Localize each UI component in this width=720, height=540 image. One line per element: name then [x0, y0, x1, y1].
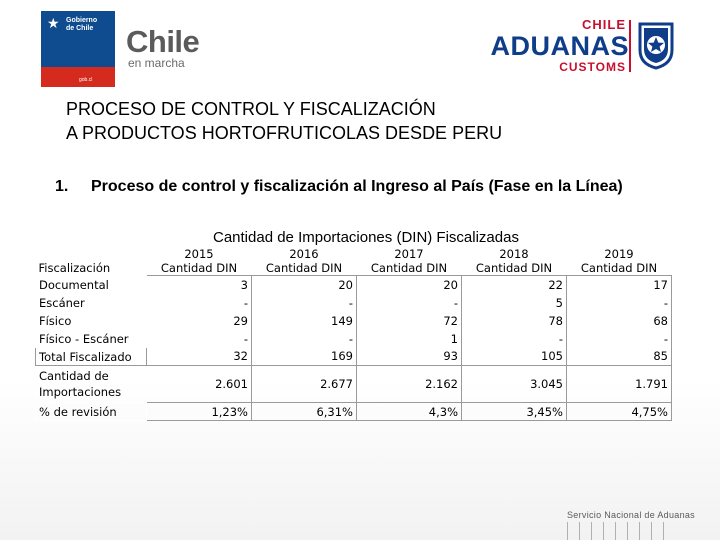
- cell: 4,75%: [566, 402, 672, 421]
- table-row: Físico - Escáner - - 1 - -: [35, 329, 672, 348]
- footer-text: Servicio Nacional de Aduanas: [567, 510, 695, 520]
- table-row: Escáner - - - 5 -: [35, 293, 672, 312]
- customs-badge-icon: [638, 22, 674, 70]
- section-text: Proceso de control y fiscalización al In…: [91, 178, 623, 195]
- cell: 5: [461, 293, 567, 312]
- table-header-row: Fiscalización 2015 Cantidad DIN 2016 Canti…: [36, 247, 672, 276]
- unit: Cantidad DIN: [265, 261, 343, 275]
- footer-decoration: [567, 522, 671, 540]
- page-title: PROCESO DE CONTROL Y FISCALIZACIÓN A PRO…: [66, 97, 502, 145]
- row-label: % de revisión: [35, 402, 147, 421]
- unit: Cantidad DIN: [160, 261, 238, 275]
- year-header: 2018 Cantidad DIN: [462, 247, 567, 276]
- aduanas-logo: CHILE ADUANAS CUSTOMS: [476, 17, 631, 74]
- cell: -: [146, 329, 252, 348]
- gobierno-de-chile-logo: ★ Gobierno de Chile gob.cl: [41, 11, 115, 87]
- cell: -: [566, 293, 672, 312]
- cell: 2.601: [146, 365, 252, 403]
- cell: 105: [461, 347, 567, 366]
- title-line1: PROCESO DE CONTROL Y FISCALIZACIÓN: [66, 99, 436, 119]
- unit: Cantidad DIN: [370, 261, 448, 275]
- cell: 1,23%: [146, 402, 252, 421]
- cell: -: [146, 293, 252, 312]
- chile-en-marcha-brand: Chile en marcha: [126, 24, 200, 70]
- cell: 2.677: [251, 365, 357, 403]
- cell: 93: [356, 347, 462, 366]
- year-header: 2019 Cantidad DIN: [567, 247, 672, 276]
- cell: 4,3%: [356, 402, 462, 421]
- cell: 1: [356, 329, 462, 348]
- logo-tag: gob.cl: [79, 77, 93, 83]
- year: 2016: [289, 247, 319, 261]
- year-header: 2015 Cantidad DIN: [147, 247, 252, 276]
- cell: 32: [146, 347, 252, 366]
- cell: 3.045: [461, 365, 567, 403]
- row-label: Total Fiscalizado: [35, 347, 147, 366]
- star-icon: ★: [47, 15, 60, 31]
- cell: 72: [356, 311, 462, 330]
- year: 2018: [499, 247, 529, 261]
- logo-red-field: [41, 67, 115, 87]
- table-row: Cantidad de Importaciones 2.601 2.677 2.…: [35, 365, 672, 403]
- cell: 20: [356, 275, 462, 294]
- brand-small: en marcha: [128, 56, 185, 70]
- cell: 3,45%: [461, 402, 567, 421]
- row-label: Físico: [35, 311, 147, 330]
- cell: 85: [566, 347, 672, 366]
- cell: -: [356, 293, 462, 312]
- cell: 20: [251, 275, 357, 294]
- row-label: Físico - Escáner: [35, 329, 147, 348]
- logo-line2: de Chile: [66, 25, 94, 32]
- row-label: Documental: [35, 275, 147, 294]
- cell: 17: [566, 275, 672, 294]
- cell: 2.162: [356, 365, 462, 403]
- year-header: 2016 Cantidad DIN: [252, 247, 357, 276]
- aduanas-divider: [629, 20, 631, 72]
- aduanas-line3: CUSTOMS: [559, 60, 626, 74]
- unit: Cantidad DIN: [475, 261, 553, 275]
- logo-blue-field: [41, 11, 115, 67]
- row-label: Cantidad de Importaciones: [35, 365, 147, 403]
- cell: 68: [566, 311, 672, 330]
- cell: 78: [461, 311, 567, 330]
- logo-line1: Gobierno: [66, 17, 98, 24]
- table-row: Total Fiscalizado 32 169 93 105 85: [35, 347, 672, 366]
- cell: 169: [251, 347, 357, 366]
- year-header: 2017 Cantidad DIN: [357, 247, 462, 276]
- cell: -: [461, 329, 567, 348]
- unit: Cantidad DIN: [580, 261, 658, 275]
- cell: 6,31%: [251, 402, 357, 421]
- year: 2015: [184, 247, 214, 261]
- cell: 3: [146, 275, 252, 294]
- cell: 29: [146, 311, 252, 330]
- title-line2: A PRODUCTOS HORTOFRUTICOLAS DESDE PERU: [66, 123, 503, 143]
- cell: -: [566, 329, 672, 348]
- aduanas-line1: CHILE: [582, 17, 626, 32]
- cell: -: [251, 293, 357, 312]
- brand-big: Chile: [126, 24, 200, 59]
- inspection-table: Fiscalización 2015 Cantidad DIN 2016 Canti…: [35, 247, 672, 421]
- year: 2019: [604, 247, 634, 261]
- cell: 22: [461, 275, 567, 294]
- table-row: Físico 29 149 72 78 68: [35, 311, 672, 330]
- table-caption: Cantidad de Importaciones (DIN) Fiscaliz…: [213, 229, 519, 246]
- section-number: 1.: [55, 178, 69, 195]
- table-row: % de revisión 1,23% 6,31% 4,3% 3,45% 4,7…: [35, 402, 672, 421]
- year: 2017: [394, 247, 424, 261]
- cell: 1.791: [566, 365, 672, 403]
- aduanas-line2: ADUANAS: [490, 31, 629, 61]
- header-label: Fiscalización: [38, 261, 111, 275]
- table-row: Documental 3 20 20 22 17: [35, 275, 672, 294]
- cell: 149: [251, 311, 357, 330]
- cell: -: [251, 329, 357, 348]
- row-label: Escáner: [35, 293, 147, 312]
